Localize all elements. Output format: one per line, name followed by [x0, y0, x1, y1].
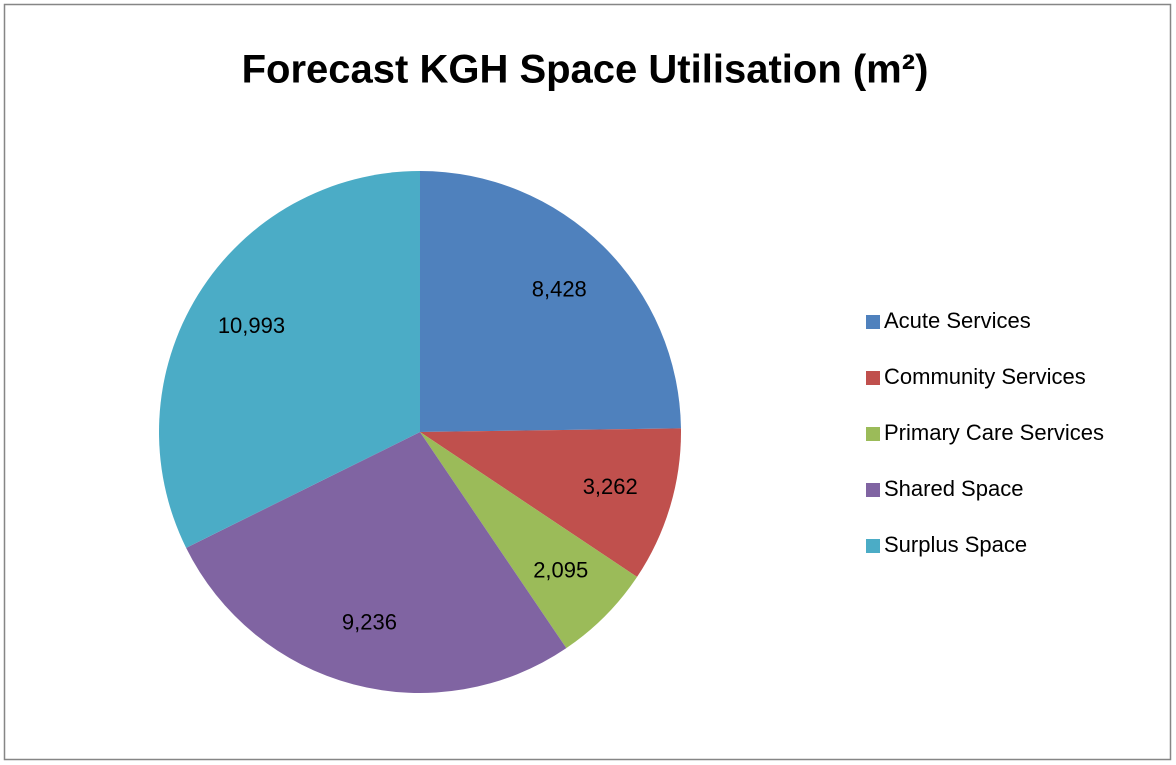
legend-swatch: [866, 427, 880, 441]
chart-title: Forecast KGH Space Utilisation (m²): [242, 48, 929, 92]
pie-slice: [420, 428, 681, 577]
legend-swatch: [866, 315, 880, 329]
legend-swatch: [866, 483, 880, 497]
legend-label: Surplus Space: [884, 532, 1027, 557]
data-label: 9,236: [342, 610, 397, 635]
legend-swatch: [866, 539, 880, 553]
data-label: 3,262: [583, 474, 638, 499]
legend-label: Shared Space: [884, 476, 1023, 501]
pie-slice: [420, 171, 681, 432]
data-label: 2,095: [533, 558, 588, 583]
legend-label: Acute Services: [884, 308, 1031, 333]
pie-slice: [159, 171, 420, 548]
data-label: 8,428: [532, 277, 587, 302]
pie-slice: [186, 432, 567, 693]
data-label: 10,993: [218, 313, 285, 338]
legend-label: Primary Care Services: [884, 420, 1104, 445]
legend-swatch: [866, 371, 880, 385]
pie-slice: [420, 432, 638, 649]
legend-label: Community Services: [884, 364, 1086, 389]
